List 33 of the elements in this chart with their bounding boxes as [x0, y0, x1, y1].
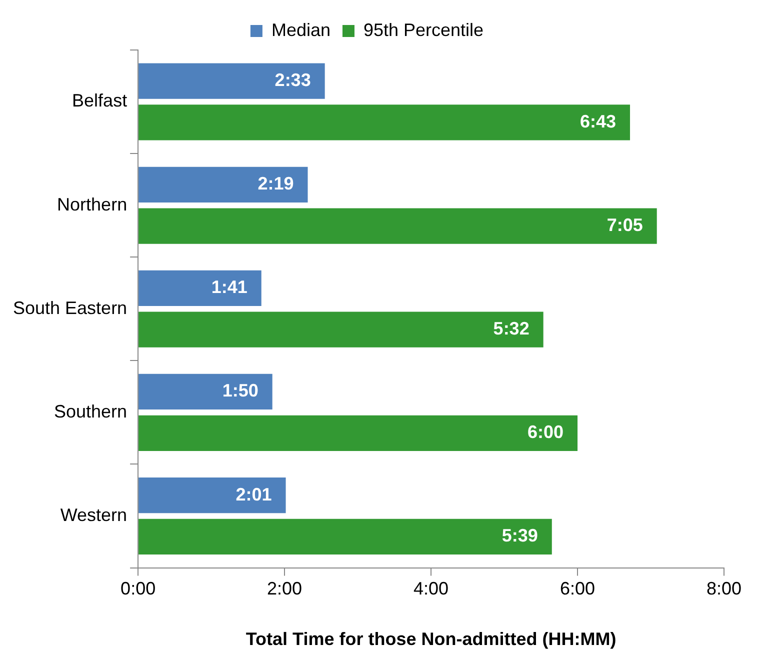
y-tick-label: Northern — [57, 194, 128, 214]
y-tick-label: Southern — [54, 401, 128, 422]
data-label: 1:41 — [211, 277, 248, 298]
data-label: 1:50 — [222, 380, 258, 401]
x-tick-label: 4:00 — [414, 578, 449, 599]
bar — [138, 104, 630, 140]
x-tick-label: 6:00 — [560, 578, 596, 599]
x-tick-label: 2:00 — [267, 578, 302, 599]
bar — [138, 518, 552, 555]
y-tick-label: Western — [60, 504, 128, 525]
y-tick-label: South Eastern — [12, 298, 128, 318]
bar — [138, 208, 657, 244]
bar — [138, 166, 308, 202]
data-label: 5:32 — [493, 318, 530, 339]
data-label: 5:39 — [502, 526, 538, 546]
data-label: 2:19 — [258, 174, 294, 194]
bar — [138, 63, 325, 99]
data-label: 7:05 — [606, 215, 643, 236]
data-label: 2:01 — [236, 484, 272, 504]
bar — [138, 374, 272, 410]
y-tick-label: Belfast — [72, 90, 128, 111]
x-tick-label: 0:00 — [120, 578, 156, 599]
legend-label: Median — [271, 20, 330, 40]
bar — [138, 312, 544, 348]
legend-label: 95th Percentile — [363, 20, 484, 40]
x-axis-title: Total Time for those Non-admitted (HH:MM) — [246, 629, 616, 650]
bar — [138, 270, 262, 306]
bar — [138, 477, 286, 514]
data-label: 6:43 — [580, 111, 616, 132]
data-label: 2:33 — [274, 70, 311, 90]
x-tick-label: 8:00 — [706, 578, 742, 599]
bar — [138, 415, 578, 451]
data-label: 6:00 — [527, 422, 564, 442]
